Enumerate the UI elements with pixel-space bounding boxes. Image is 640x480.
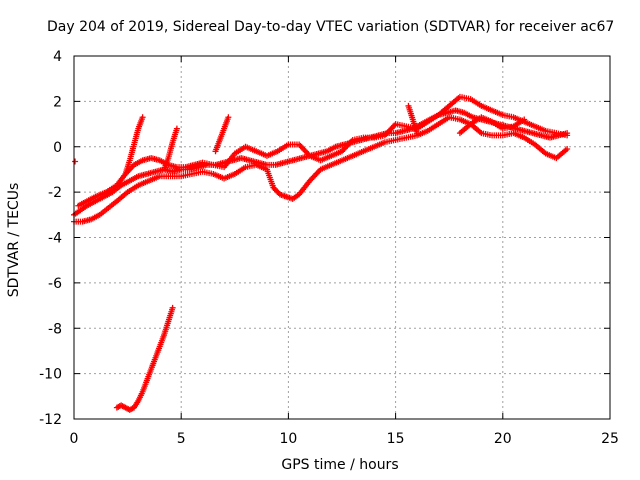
y-axis-label: SDTVAR / TECUs	[6, 182, 22, 298]
data-point	[414, 130, 421, 137]
y-tick-label: -12	[39, 412, 62, 428]
series-hump-19h	[456, 114, 528, 137]
series-isolated-point	[72, 158, 79, 165]
data-point	[169, 304, 176, 311]
x-tick-label: 20	[494, 431, 512, 447]
data-point	[564, 146, 571, 153]
data-point	[225, 114, 232, 121]
series-spike-5h	[161, 125, 180, 173]
series-spike-16h	[405, 102, 421, 137]
data-point	[173, 125, 180, 132]
series-upper-track	[75, 93, 571, 209]
y-tick-label: 2	[53, 94, 62, 110]
x-tick-label: 10	[279, 431, 297, 447]
series-spike-7h	[212, 114, 232, 155]
chart-title: Day 204 of 2019, Sidereal Day-to-day VTE…	[47, 19, 615, 35]
x-tick-label: 0	[70, 431, 79, 447]
data-point	[139, 114, 146, 121]
y-tick-label: 4	[53, 49, 62, 65]
y-tick-label: -6	[48, 276, 62, 292]
grid	[73, 55, 611, 420]
data-point	[72, 158, 79, 165]
plot-area	[71, 93, 571, 413]
y-tick-label: -2	[48, 185, 62, 201]
series-spike-3h	[122, 114, 146, 177]
y-tick-label: 0	[53, 140, 62, 156]
data-point	[521, 116, 528, 123]
data-point	[564, 132, 571, 139]
x-tick-label: 25	[601, 431, 619, 447]
x-tick-label: 5	[177, 431, 186, 447]
x-axis-label: GPS time / hours	[281, 457, 399, 473]
x-tick-label: 15	[387, 431, 405, 447]
y-tick-label: -4	[48, 231, 62, 247]
series-low-excursion	[113, 304, 176, 413]
y-tick-label: -8	[48, 321, 62, 337]
y-tick-label: -10	[39, 367, 62, 383]
series-lower-track	[71, 114, 571, 225]
